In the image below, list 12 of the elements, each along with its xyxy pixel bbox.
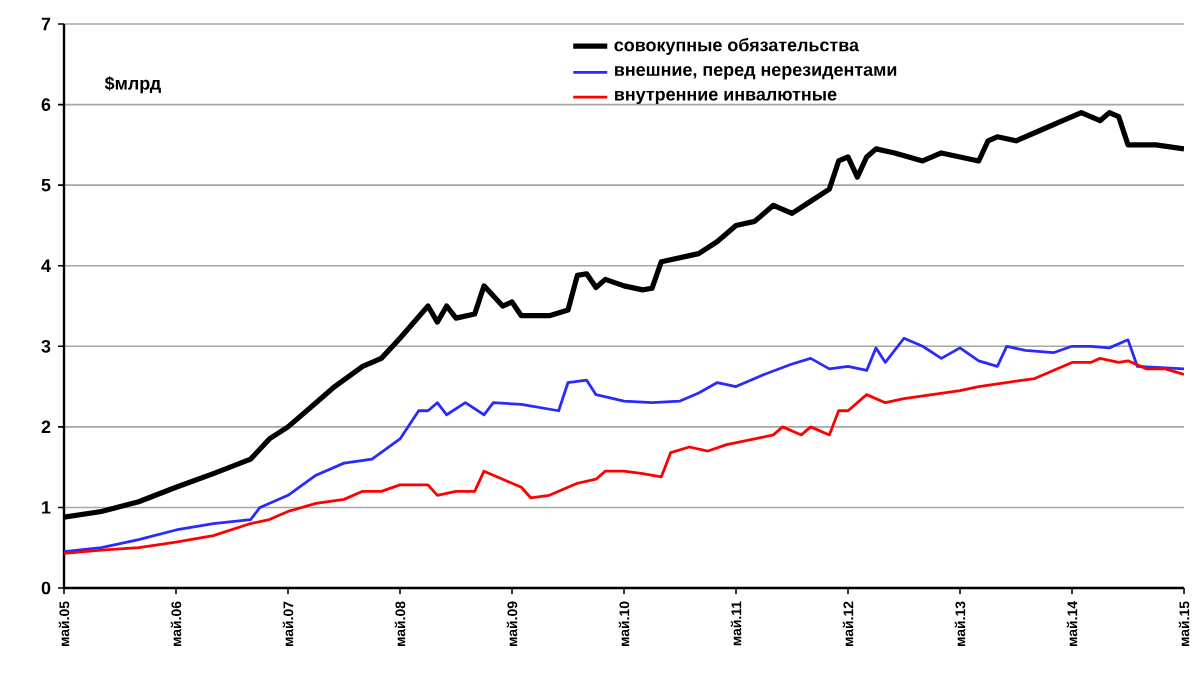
y-tick-label: 2: [41, 420, 51, 434]
legend-label: внутренние инвалютные: [615, 90, 837, 105]
y-tick-label: 4: [41, 259, 51, 272]
y-tick-label: 3: [41, 339, 51, 353]
y-tick-label: 7: [41, 17, 51, 31]
y-tick-label: 6: [41, 98, 51, 111]
y-tick-label: 1: [42, 501, 51, 514]
y-axis-title: $млрд: [104, 76, 161, 94]
y-tick-label: 0: [41, 581, 51, 595]
legend-label: внешние, перед нерезидентами: [615, 66, 897, 80]
legend-label: совокупные обязательства: [614, 38, 860, 55]
y-tick-label: 5: [41, 178, 51, 192]
